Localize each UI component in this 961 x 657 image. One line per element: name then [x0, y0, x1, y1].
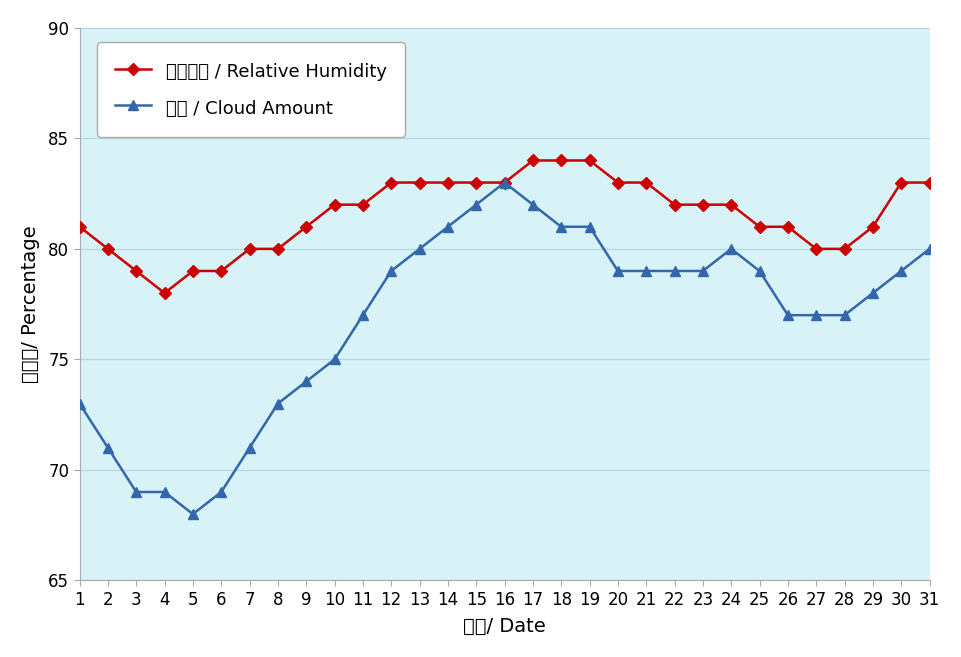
相對濕度 / Relative Humidity: [357, 201, 369, 209]
相對濕度 / Relative Humidity: [471, 179, 482, 187]
相對濕度 / Relative Humidity: [867, 223, 878, 231]
相對濕度 / Relative Humidity: [669, 201, 680, 209]
雲量 / Cloud Amount: [697, 267, 708, 275]
雲量 / Cloud Amount: [896, 267, 907, 275]
相對濕度 / Relative Humidity: [528, 156, 539, 164]
雲量 / Cloud Amount: [583, 223, 595, 231]
相對濕度 / Relative Humidity: [499, 179, 510, 187]
雲量 / Cloud Amount: [810, 311, 822, 319]
相對濕度 / Relative Humidity: [555, 156, 567, 164]
相對濕度 / Relative Humidity: [131, 267, 142, 275]
相對濕度 / Relative Humidity: [187, 267, 199, 275]
相對濕度 / Relative Humidity: [612, 179, 624, 187]
雲量 / Cloud Amount: [669, 267, 680, 275]
相對濕度 / Relative Humidity: [640, 179, 652, 187]
雲量 / Cloud Amount: [499, 179, 510, 187]
雲量 / Cloud Amount: [357, 311, 369, 319]
雲量 / Cloud Amount: [414, 245, 426, 253]
Legend: 相對濕度 / Relative Humidity, 雲量 / Cloud Amount: 相對濕度 / Relative Humidity, 雲量 / Cloud Amo…: [97, 43, 405, 137]
相對濕度 / Relative Humidity: [726, 201, 737, 209]
相對濕度 / Relative Humidity: [896, 179, 907, 187]
相對濕度 / Relative Humidity: [753, 223, 765, 231]
雲量 / Cloud Amount: [244, 444, 256, 452]
X-axis label: 日期/ Date: 日期/ Date: [463, 617, 546, 636]
雲量 / Cloud Amount: [753, 267, 765, 275]
雲量 / Cloud Amount: [102, 444, 113, 452]
相對濕度 / Relative Humidity: [782, 223, 794, 231]
相對濕度 / Relative Humidity: [442, 179, 454, 187]
雲量 / Cloud Amount: [782, 311, 794, 319]
雲量 / Cloud Amount: [329, 355, 340, 363]
Line: 雲量 / Cloud Amount: 雲量 / Cloud Amount: [75, 177, 934, 519]
相對濕度 / Relative Humidity: [272, 245, 283, 253]
相對濕度 / Relative Humidity: [583, 156, 595, 164]
雲量 / Cloud Amount: [924, 245, 935, 253]
相對濕度 / Relative Humidity: [839, 245, 850, 253]
相對濕度 / Relative Humidity: [329, 201, 340, 209]
相對濕度 / Relative Humidity: [810, 245, 822, 253]
相對濕度 / Relative Humidity: [215, 267, 227, 275]
雲量 / Cloud Amount: [301, 378, 312, 386]
雲量 / Cloud Amount: [612, 267, 624, 275]
相對濕度 / Relative Humidity: [414, 179, 426, 187]
雲量 / Cloud Amount: [385, 267, 397, 275]
相對濕度 / Relative Humidity: [301, 223, 312, 231]
雲量 / Cloud Amount: [640, 267, 652, 275]
雲量 / Cloud Amount: [272, 399, 283, 407]
雲量 / Cloud Amount: [528, 201, 539, 209]
Line: 相對濕度 / Relative Humidity: 相對濕度 / Relative Humidity: [75, 156, 934, 297]
雲量 / Cloud Amount: [215, 488, 227, 496]
雲量 / Cloud Amount: [555, 223, 567, 231]
雲量 / Cloud Amount: [159, 488, 170, 496]
Y-axis label: 百分比/ Percentage: 百分比/ Percentage: [21, 225, 39, 383]
雲量 / Cloud Amount: [442, 223, 454, 231]
雲量 / Cloud Amount: [187, 510, 199, 518]
相對濕度 / Relative Humidity: [697, 201, 708, 209]
相對濕度 / Relative Humidity: [924, 179, 935, 187]
雲量 / Cloud Amount: [867, 289, 878, 297]
相對濕度 / Relative Humidity: [159, 289, 170, 297]
相對濕度 / Relative Humidity: [385, 179, 397, 187]
相對濕度 / Relative Humidity: [244, 245, 256, 253]
雲量 / Cloud Amount: [471, 201, 482, 209]
雲量 / Cloud Amount: [839, 311, 850, 319]
相對濕度 / Relative Humidity: [102, 245, 113, 253]
雲量 / Cloud Amount: [726, 245, 737, 253]
相對濕度 / Relative Humidity: [74, 223, 86, 231]
雲量 / Cloud Amount: [74, 399, 86, 407]
雲量 / Cloud Amount: [131, 488, 142, 496]
